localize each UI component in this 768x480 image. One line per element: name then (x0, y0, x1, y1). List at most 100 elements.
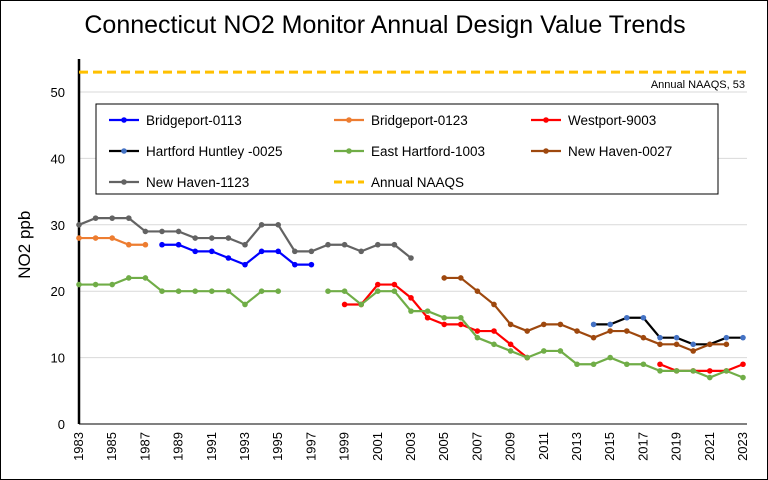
y-tick-label: 10 (51, 351, 65, 366)
data-point-westport-9003 (707, 368, 713, 374)
data-point-new-haven-1123 (325, 241, 331, 248)
data-point-east-hartford-1003 (175, 288, 182, 295)
legend-marker (121, 179, 127, 185)
data-point-east-hartford-1003 (225, 288, 232, 295)
x-tick-label: 1987 (137, 432, 152, 461)
data-point-new-haven-0027 (574, 328, 580, 334)
data-point-east-hartford-1003 (325, 288, 331, 295)
data-point-east-hartford-1003 (723, 368, 730, 374)
data-point-east-hartford-1003 (109, 281, 115, 288)
series-line-westport-9003 (659, 363, 744, 372)
data-point-east-hartford-1003 (458, 314, 464, 321)
data-point-east-hartford-1003 (491, 341, 497, 348)
data-point-new-haven-0027 (507, 321, 514, 328)
x-tick-label: 1995 (270, 432, 285, 461)
data-point-new-haven-0027 (707, 341, 713, 348)
data-point-bridgeport-0113 (275, 248, 282, 255)
x-tick-label: 1997 (303, 432, 318, 461)
x-tick-label: 1983 (71, 432, 86, 461)
data-point-new-haven-0027 (624, 328, 630, 334)
data-point-east-hartford-1003 (126, 275, 132, 281)
x-tick-label: 2019 (669, 432, 684, 461)
data-point-new-haven-1123 (308, 248, 315, 255)
data-point-east-hartford-1003 (275, 288, 282, 295)
data-point-bridgeport-0123 (126, 241, 132, 248)
data-point-east-hartford-1003 (209, 288, 215, 295)
data-point-new-haven-1123 (225, 235, 232, 241)
series-line-east-hartford-1003 (328, 290, 744, 379)
data-point-new-haven-0027 (541, 321, 547, 328)
data-point-east-hartford-1003 (640, 361, 647, 368)
data-point-new-haven-1123 (175, 228, 182, 235)
data-point-east-hartford-1003 (391, 288, 398, 295)
data-point-east-hartford-1003 (574, 361, 580, 368)
data-point-hartford-huntley-0025 (607, 321, 613, 328)
data-point-westport-9003 (657, 361, 663, 368)
data-point-westport-9003 (491, 328, 497, 334)
data-point-east-hartford-1003 (657, 368, 663, 374)
legend-marker (543, 148, 549, 154)
data-point-new-haven-1123 (142, 228, 149, 235)
data-point-east-hartford-1003 (607, 354, 613, 361)
data-point-westport-9003 (507, 341, 514, 348)
data-point-east-hartford-1003 (740, 374, 746, 381)
data-point-east-hartford-1003 (673, 368, 680, 374)
data-point-new-haven-1123 (292, 248, 298, 255)
data-point-east-hartford-1003 (192, 288, 198, 295)
y-tick-label: 30 (51, 218, 65, 233)
x-tick-label: 2009 (503, 432, 518, 461)
series-line-westport-9003 (344, 283, 528, 359)
data-point-east-hartford-1003 (590, 361, 597, 368)
y-tick-label: 50 (51, 85, 65, 100)
data-point-east-hartford-1003 (424, 308, 431, 314)
legend-label: Bridgeport-0113 (146, 113, 242, 128)
data-point-east-hartford-1003 (541, 348, 547, 354)
y-tick-label: 40 (51, 151, 65, 166)
data-point-hartford-huntley-0025 (673, 334, 680, 341)
x-tick-label: 2015 (602, 432, 617, 461)
data-point-bridgeport-0123 (109, 235, 115, 241)
x-tick-label: 2013 (569, 432, 584, 461)
data-point-east-hartford-1003 (142, 275, 149, 281)
data-point-east-hartford-1003 (474, 334, 481, 341)
data-point-bridgeport-0123 (142, 241, 149, 248)
legend-label: East Hartford-1003 (371, 144, 485, 159)
x-tick-label: 2011 (536, 432, 551, 460)
data-point-westport-9003 (391, 281, 398, 288)
data-point-new-haven-1123 (109, 215, 115, 221)
data-point-hartford-huntley-0025 (723, 334, 730, 341)
data-point-new-haven-0027 (673, 341, 680, 348)
legend-label: Westport-9003 (568, 113, 656, 128)
series-line-hartford-huntley-0025 (593, 316, 743, 346)
data-point-bridgeport-0113 (292, 261, 298, 268)
data-point-new-haven-1123 (358, 248, 365, 255)
data-point-new-haven-1123 (408, 255, 414, 261)
x-tick-label: 2001 (370, 432, 385, 461)
chart-title: Connecticut NO2 Monitor Annual Design Va… (84, 11, 686, 39)
data-point-east-hartford-1003 (507, 348, 514, 354)
x-tick-label: 2003 (403, 432, 418, 461)
naaqs-annotation: Annual NAAQS, 53 (651, 79, 745, 91)
data-point-new-haven-1123 (341, 241, 348, 248)
data-point-new-haven-0027 (723, 341, 730, 348)
data-point-new-haven-1123 (391, 241, 398, 248)
data-point-bridgeport-0123 (76, 235, 82, 241)
legend-label: New Haven-0027 (568, 144, 672, 159)
legend-marker (121, 148, 127, 154)
data-point-east-hartford-1003 (557, 348, 564, 354)
x-tick-label: 2017 (635, 432, 650, 461)
data-point-new-haven-0027 (458, 275, 464, 281)
data-point-new-haven-0027 (640, 334, 647, 341)
data-point-westport-9003 (474, 328, 481, 334)
series-line-bridgeport-0113 (162, 243, 312, 266)
data-point-new-haven-0027 (690, 348, 696, 354)
legend-label: New Haven-1123 (146, 175, 249, 190)
data-point-new-haven-1123 (275, 222, 282, 228)
legend-label: Hartford Huntley -0025 (146, 144, 283, 159)
data-point-east-hartford-1003 (375, 288, 381, 295)
data-point-bridgeport-0113 (159, 241, 165, 248)
data-point-new-haven-1123 (192, 235, 198, 241)
data-point-new-haven-0027 (607, 328, 613, 334)
data-point-east-hartford-1003 (341, 288, 348, 295)
